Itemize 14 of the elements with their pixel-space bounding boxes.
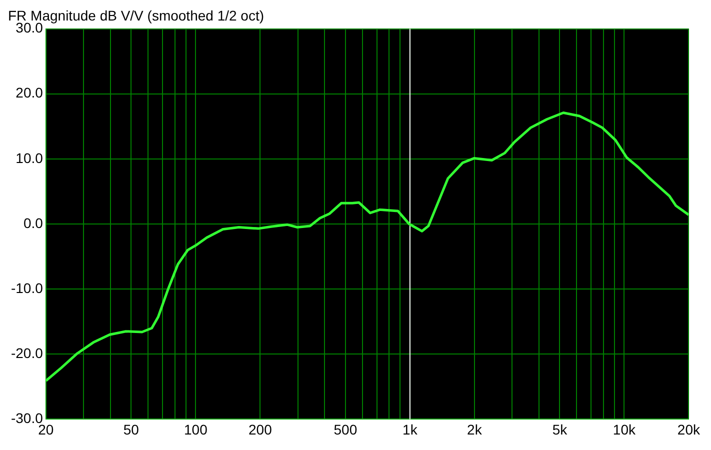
x-tick-label: 1k [402, 421, 418, 438]
y-tick-label: -10.0 [10, 280, 44, 296]
y-tick-label: -20.0 [10, 344, 44, 361]
x-tick-label: 50 [123, 421, 140, 438]
x-tick-label: 5k [552, 421, 568, 438]
y-tick-label: 20.0 [16, 84, 44, 101]
x-tick-label: 2k [467, 421, 483, 438]
y-tick-label: 0.0 [23, 214, 44, 231]
y-tick-label: 10.0 [16, 150, 44, 166]
x-tick-label: 500 [334, 421, 358, 438]
x-tick-label: 20k [677, 421, 701, 438]
x-tick-label: 200 [248, 421, 272, 438]
x-tick-label: 10k [612, 421, 636, 438]
x-tick-label: 100 [184, 421, 208, 438]
